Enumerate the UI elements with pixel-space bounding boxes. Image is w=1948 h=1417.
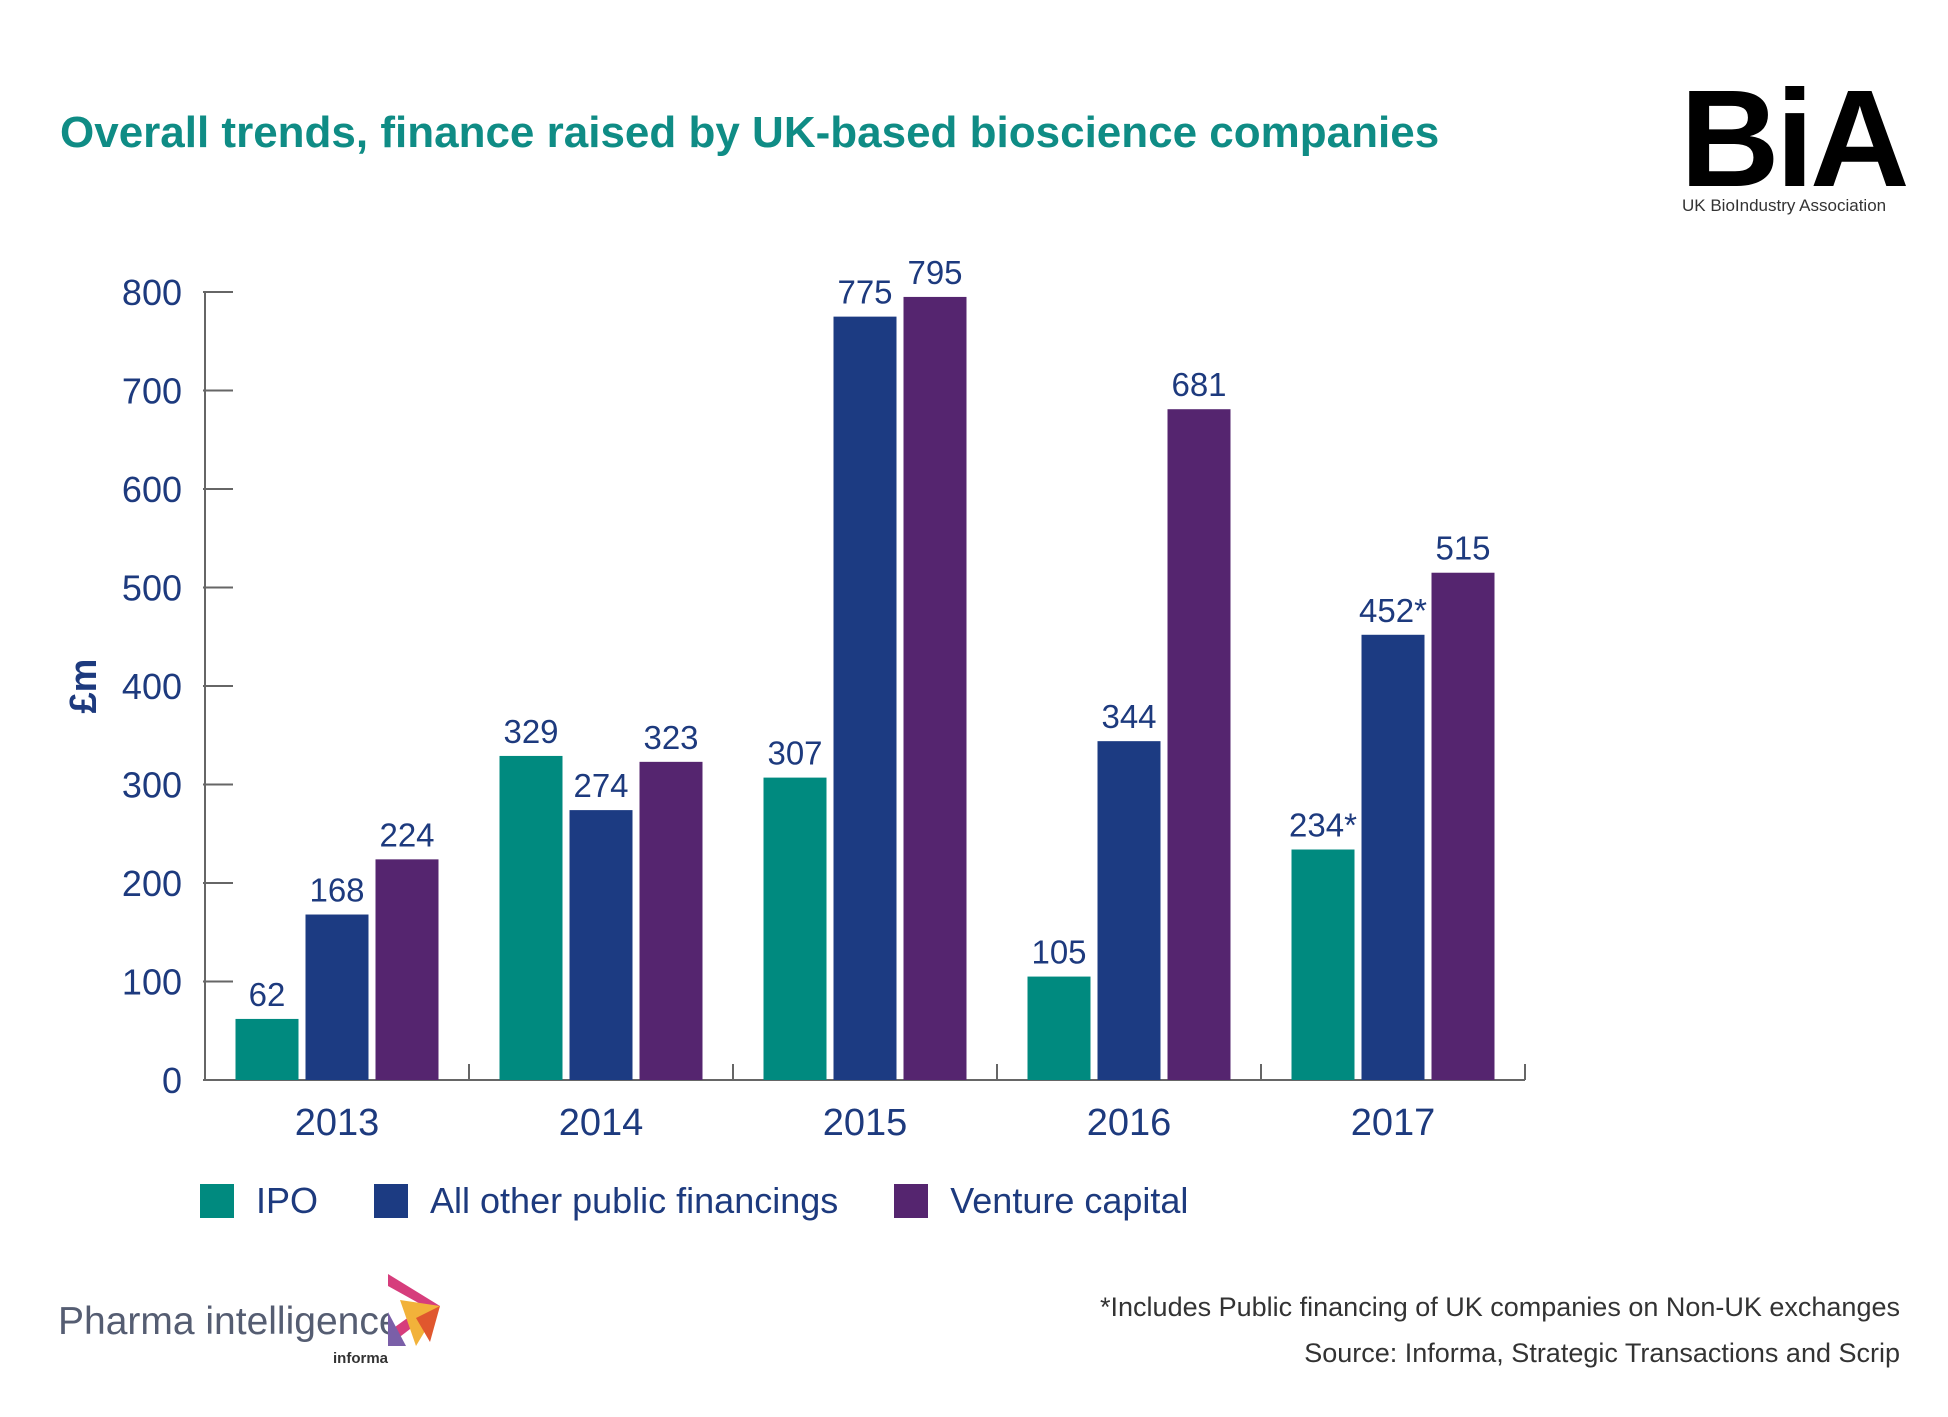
bar	[375, 859, 439, 1080]
legend-swatch-venture-capital	[894, 1184, 929, 1218]
bar-data-label: 452*	[1359, 592, 1427, 629]
y-tick-label: 100	[122, 962, 182, 1003]
y-tick-label: 0	[162, 1060, 182, 1101]
legend-swatch-public-financings	[374, 1184, 409, 1218]
y-axis-title: £m	[63, 659, 105, 714]
bar-data-label: 775	[837, 274, 892, 311]
bia-logo: BiA UK BioIndustry Association	[1680, 58, 1910, 218]
y-tick-label: 800	[122, 272, 182, 313]
bar-data-label: 323	[643, 719, 698, 756]
legend-label-venture-capital: Venture capital	[950, 1180, 1189, 1221]
bar	[1291, 849, 1355, 1080]
bar-data-label: 344	[1101, 698, 1156, 735]
pharma-intelligence-brand: Pharma intelligence	[58, 1300, 401, 1343]
bar	[833, 316, 897, 1080]
x-tick-label: 2013	[295, 1102, 380, 1144]
chart-data-labels: 62 168 224 329 274 323 307 775 795 105 344 681 234* 4…	[249, 254, 1491, 1013]
pharma-play-logo-icon	[388, 1274, 440, 1346]
chart-axes: 0 100 200 300 400 500 600 700 800 £m 2013 2014 2015 2…	[63, 272, 1526, 1144]
y-tick-label: 400	[122, 666, 182, 707]
bar	[903, 296, 967, 1080]
y-tick-label: 600	[122, 469, 182, 510]
chart-source: Source: Informa, Strategic Transactions …	[1304, 1338, 1900, 1368]
x-tick-label: 2015	[823, 1102, 908, 1144]
bar-data-label: 105	[1031, 934, 1086, 971]
legend-item-venture-capital: Venture capital	[894, 1180, 1188, 1222]
bia-logo-subtitle: UK BioIndustry Association	[1682, 196, 1887, 215]
y-tick-label: 300	[122, 765, 182, 806]
bar-data-label: 274	[573, 767, 628, 804]
legend-label-ipo: IPO	[256, 1180, 319, 1221]
chart-legend: IPO All other public financings Venture …	[200, 1180, 1244, 1222]
chart-bars	[235, 296, 1495, 1081]
x-tick-label: 2016	[1087, 1102, 1172, 1144]
legend-item-ipo: IPO	[200, 1180, 318, 1222]
chart-title: Overall trends, finance raised by UK-bas…	[60, 108, 1440, 157]
x-tick-label: 2017	[1351, 1102, 1436, 1144]
bar	[763, 777, 827, 1080]
bar-data-label: 62	[249, 976, 286, 1013]
bar-data-label: 681	[1171, 366, 1226, 403]
bar-data-label: 307	[767, 735, 822, 772]
bar	[1167, 409, 1231, 1081]
y-tick-label: 500	[122, 568, 182, 609]
y-tick-label: 700	[122, 371, 182, 412]
bar	[1027, 976, 1091, 1080]
bar-data-label: 234*	[1289, 807, 1357, 844]
bar-data-label: 795	[907, 254, 962, 291]
chart-footnote: *Includes Public financing of UK compani…	[1100, 1292, 1900, 1322]
legend-item-public-financings: All other public financings	[374, 1180, 838, 1222]
bar	[499, 755, 563, 1080]
x-tick-label: 2014	[559, 1102, 644, 1144]
bar	[639, 761, 703, 1080]
informa-brand: informa	[333, 1350, 389, 1367]
legend-label-public-financings: All other public financings	[430, 1180, 839, 1221]
bar-chart: 0 100 200 300 400 500 600 700 800 £m 2013 2014 2015 2…	[63, 254, 1526, 1144]
y-tick-label: 200	[122, 863, 182, 904]
bia-logo-letters: BiA	[1680, 62, 1910, 216]
bar	[569, 810, 633, 1080]
bar-data-label: 329	[503, 713, 558, 750]
bar-data-label: 515	[1435, 530, 1490, 567]
bar	[305, 914, 369, 1080]
bar-data-label: 224	[379, 816, 434, 853]
bar	[1361, 634, 1425, 1080]
bar	[235, 1018, 299, 1080]
bar	[1431, 572, 1495, 1080]
bar	[1097, 741, 1161, 1080]
legend-swatch-ipo	[200, 1184, 234, 1218]
bar-data-label: 168	[309, 872, 364, 909]
